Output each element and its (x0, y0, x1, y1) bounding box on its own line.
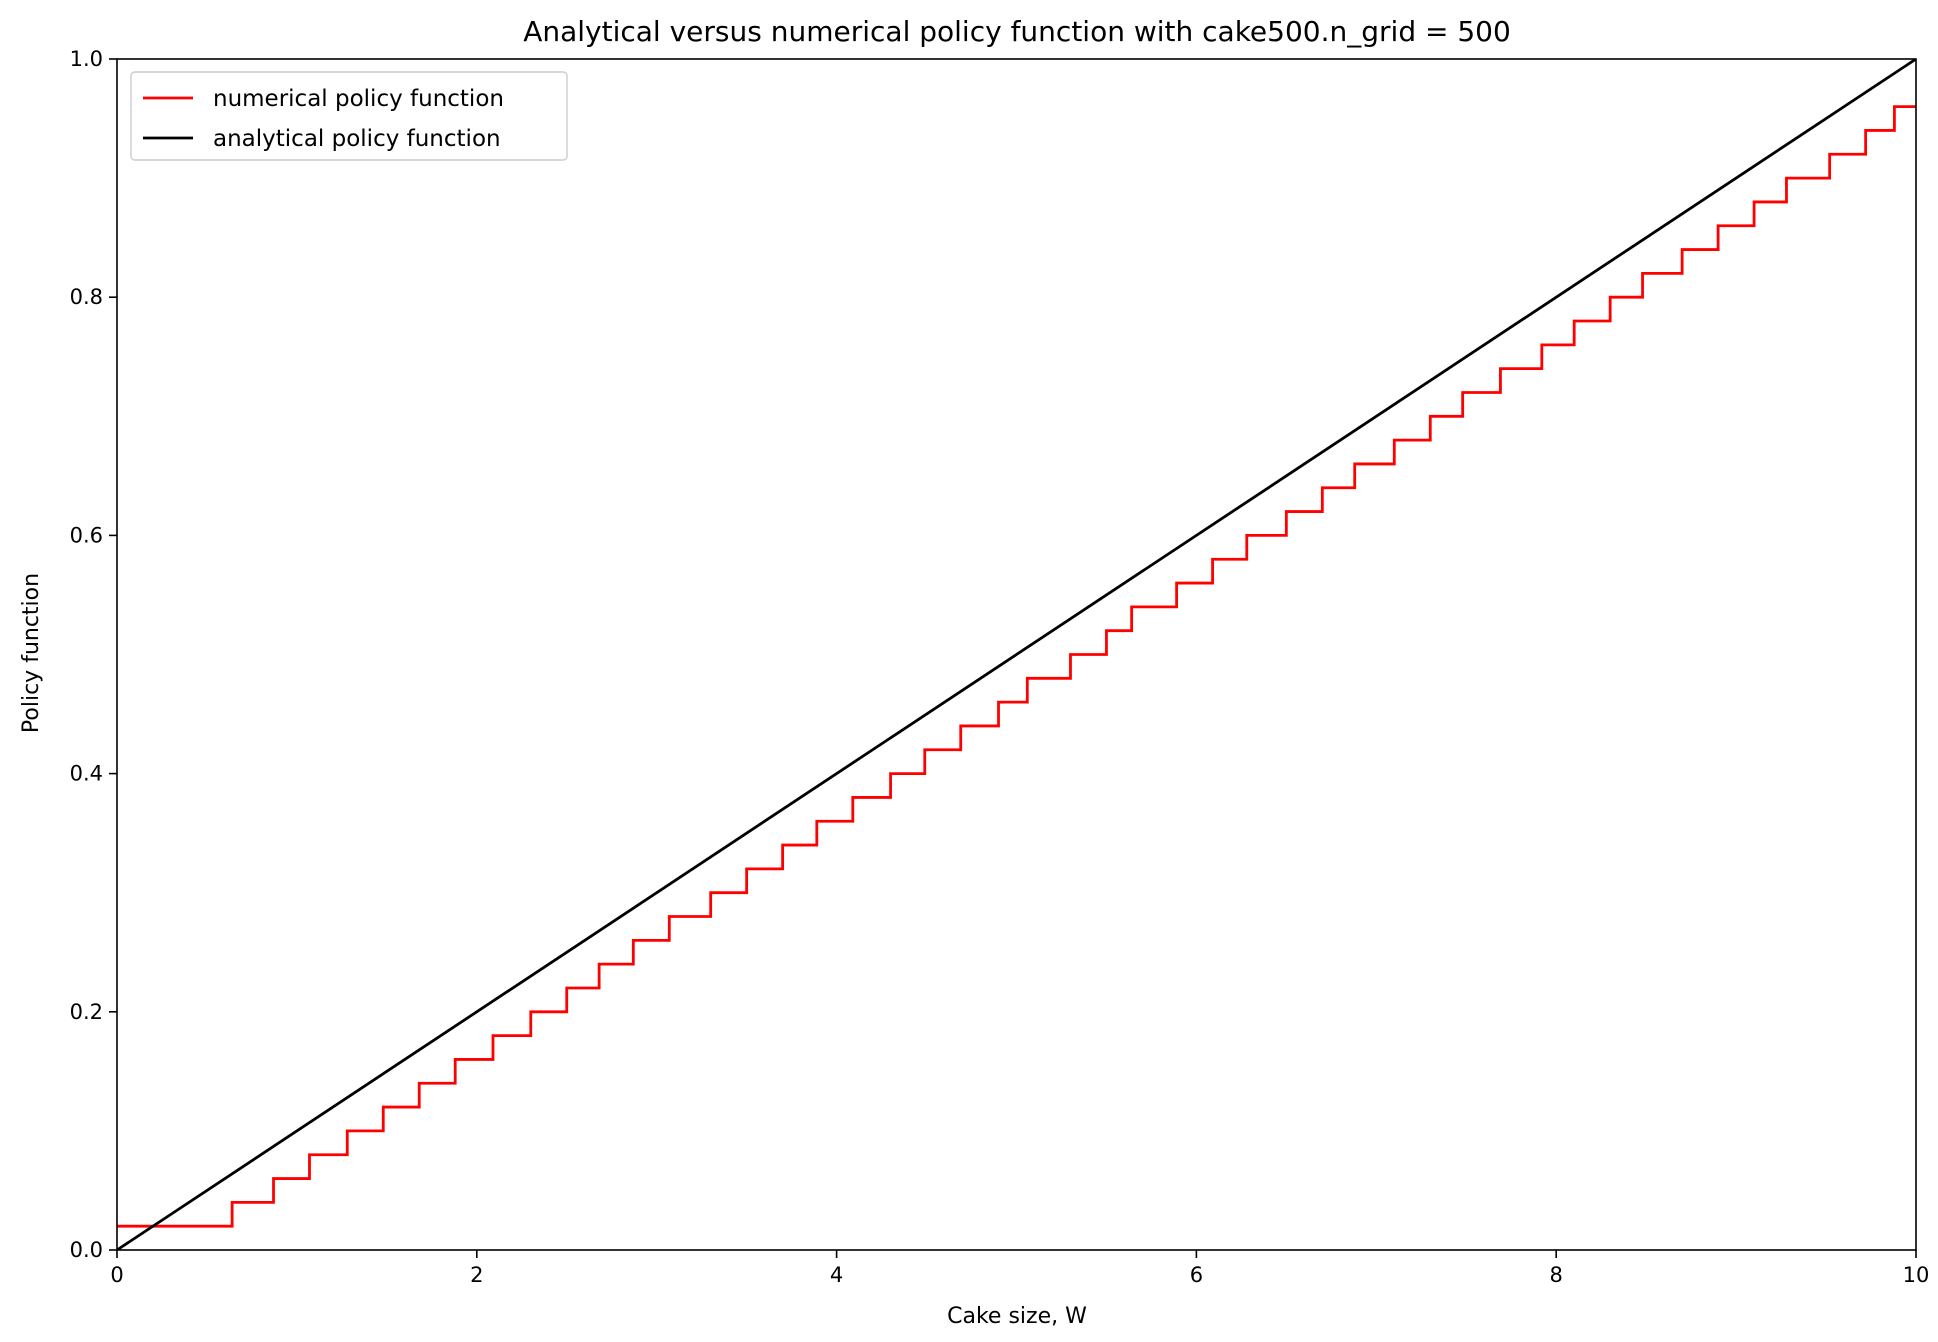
x-tick-label: 8 (1550, 1263, 1563, 1287)
x-tick-label: 6 (1190, 1263, 1203, 1287)
legend-label-numerical-policy-function: numerical policy function (213, 86, 504, 112)
y-tick-label: 0.8 (70, 285, 103, 309)
x-tick-label: 0 (110, 1263, 123, 1287)
series-line-analytical-policy-function (117, 59, 1916, 1250)
x-axis-label: Cake size, W (947, 1304, 1087, 1329)
axes-frame (116, 58, 1917, 1251)
axes: 0 2 4 6 8 10 0.0 0.2 0.4 0.6 0.8 1.0 (70, 47, 1930, 1287)
series-line-numerical-policy-function (117, 105, 1916, 1228)
chart-title: Analytical versus numerical policy funct… (523, 15, 1511, 48)
y-tick-label: 1.0 (70, 47, 103, 71)
x-tick-label: 4 (830, 1263, 843, 1287)
y-tick-label: 0.2 (70, 1000, 103, 1024)
y-tick-label: 0.0 (70, 1238, 103, 1262)
y-tick-label: 0.6 (70, 523, 103, 547)
legend-box (130, 71, 568, 161)
y-axis-label: Policy function (19, 573, 44, 733)
legend: numerical policy function analytical poli… (130, 71, 568, 161)
x-tick-label: 10 (1903, 1263, 1930, 1287)
x-tick-label: 2 (470, 1263, 483, 1287)
legend-label-analytical-policy-function: analytical policy function (213, 126, 501, 152)
y-tick-label: 0.4 (70, 762, 103, 786)
plot-area (117, 59, 1916, 1250)
